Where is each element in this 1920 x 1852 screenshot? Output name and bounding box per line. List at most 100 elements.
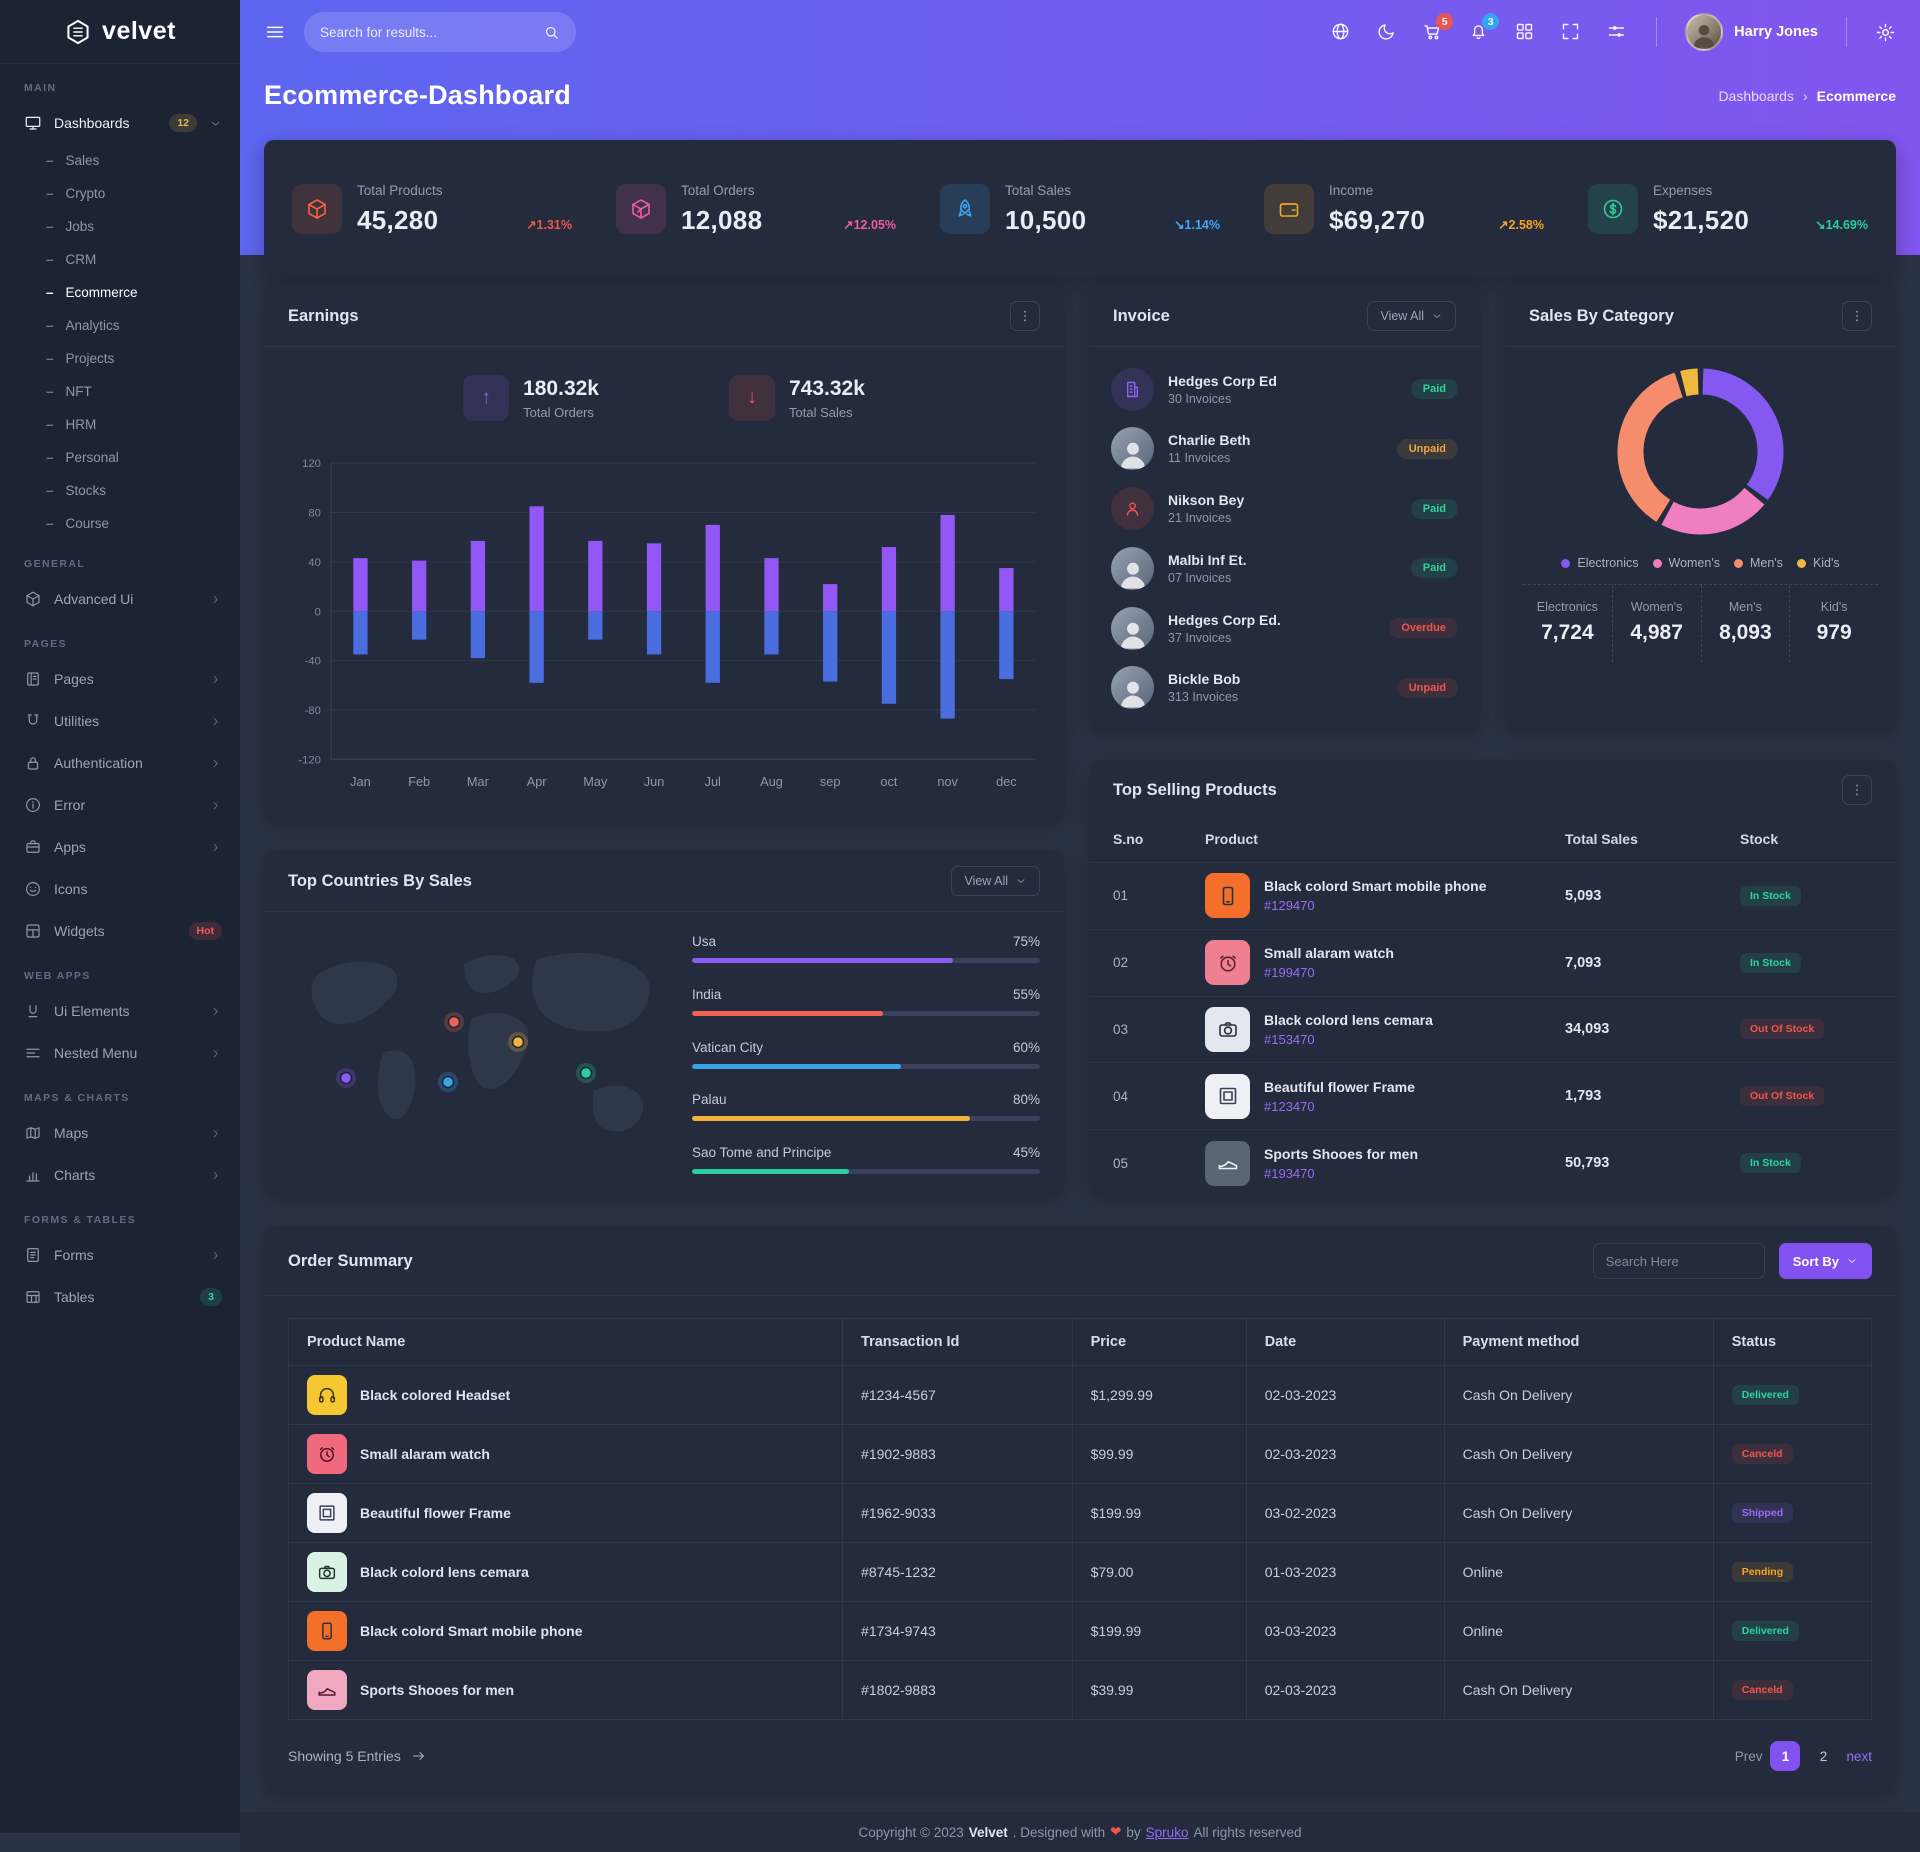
orders-col-product-name[interactable]: Product Name [287,1318,844,1366]
sidebar-item-error[interactable]: Error [0,784,240,826]
top-products-options-button[interactable] [1842,775,1872,805]
map-dot-usa[interactable] [339,1071,353,1085]
bar-sales-oct[interactable] [881,611,897,704]
bar-orders-Mar[interactable] [470,540,486,612]
product-id[interactable]: #193470 [1264,1165,1315,1181]
bar-orders-May[interactable] [588,540,603,612]
bar-orders-Feb[interactable] [412,560,427,612]
bar-sales-Apr[interactable] [529,611,544,683]
sidebar-item-widgets[interactable]: Widgets Hot [0,910,240,952]
sales-by-category-options-button[interactable] [1842,301,1872,331]
country-row-india[interactable]: India 55% [692,987,1040,1016]
bar-orders-oct[interactable] [881,547,897,612]
country-row-vatican-city[interactable]: Vatican City 60% [692,1040,1040,1069]
fullscreen-icon[interactable] [1560,21,1582,43]
product-id[interactable]: #199470 [1264,965,1315,981]
invoice-row[interactable]: Nikson Bey 21 Invoices Paid [1089,487,1480,531]
invoice-view-all-button[interactable]: View All [1367,301,1456,331]
sidebar-item-ui-elements[interactable]: Ui Elements [0,990,240,1032]
bar-sales-Feb[interactable] [412,611,427,640]
order-row[interactable]: Black colored Headset #1234-4567 $1,299.99… [287,1365,1873,1425]
orders-col-price[interactable]: Price [1071,1318,1247,1366]
donut-segment-kids[interactable] [1680,368,1699,397]
sidebar-item-icons[interactable]: Icons [0,868,240,910]
order-search-input[interactable] [1592,1243,1765,1279]
sidebar-subitem-hrm[interactable]: – HRM [46,417,97,432]
invoice-row[interactable]: Charlie Beth 11 Invoices Unpaid [1089,427,1480,471]
product-id[interactable]: #153470 [1264,1031,1315,1047]
sidebar-item-authentication[interactable]: Authentication [0,742,240,784]
sidebar-subitem-crypto[interactable]: – Crypto [46,186,106,201]
map-dot-palau[interactable] [511,1035,525,1049]
product-row[interactable]: 05 Sports Shooes for men #193470 50,793 In S… [1089,1130,1896,1196]
legend-item[interactable]: Men's [1733,556,1783,570]
orders-col-transaction-id[interactable]: Transaction Id [842,1318,1073,1366]
bar-orders-Aug[interactable] [764,558,779,612]
bar-sales-Aug[interactable] [764,611,779,655]
order-row[interactable]: Black colord lens cemara #8745-1232 $79.00… [287,1542,1873,1602]
designer-link[interactable]: Spruko [1145,1824,1189,1840]
bar-sales-Mar[interactable] [470,611,486,659]
bar-orders-Jan[interactable] [353,558,368,612]
product-id[interactable]: #129470 [1264,898,1315,914]
invoice-row[interactable]: Hedges Corp Ed. 37 Invoices Overdue [1089,606,1480,650]
bar-orders-Apr[interactable] [529,506,544,612]
bar-sales-Jan[interactable] [353,611,368,655]
donut-segment-mens[interactable] [1617,372,1684,522]
sidebar-item-dashboards[interactable]: Dashboards 12 [0,102,240,144]
bar-sales-sep[interactable] [823,611,838,682]
invoice-row[interactable]: Bickle Bob 313 Invoices Unpaid [1089,666,1480,710]
pagination-prev[interactable]: Prev [1734,1748,1763,1764]
bar-sales-May[interactable] [588,611,603,640]
sidebar-item-pages[interactable]: Pages [0,658,240,700]
pagination-page-2[interactable]: 2 [1819,1748,1828,1764]
sidebar-item-advanced-ui[interactable]: Advanced Ui [0,578,240,620]
product-row[interactable]: 01 Black colord Smart mobile phone #129470… [1089,863,1896,930]
sidebar-subitem-ecommerce[interactable]: – Ecommerce [46,285,138,300]
dark-mode-icon[interactable] [1376,21,1398,43]
settings-gear-icon[interactable] [1875,22,1896,43]
legend-item[interactable]: Kid's [1796,556,1840,570]
product-id[interactable]: #123470 [1264,1098,1315,1114]
legend-item[interactable]: Electronics [1561,556,1639,570]
pagination-page-1[interactable]: 1 [1770,1741,1801,1771]
bar-orders-sep[interactable] [823,584,838,612]
switcher-sliders-icon[interactable] [1606,21,1628,43]
search-input[interactable] [320,24,533,40]
donut-segment-electronics[interactable] [1701,368,1784,500]
sidebar-item-nested-menu[interactable]: Nested Menu [0,1032,240,1074]
sidebar-item-tables[interactable]: Tables 3 [0,1276,240,1318]
bar-sales-nov[interactable] [940,611,955,719]
order-row[interactable]: Small alaram watch #1902-9883 $99.99 02-03-… [287,1424,1873,1484]
bar-orders-Jun[interactable] [646,543,662,612]
earnings-options-button[interactable] [1010,301,1040,331]
pagination-next[interactable]: next [1846,1748,1872,1764]
product-row[interactable]: 03 Black colord lens cemara #153470 34,093 O… [1089,997,1896,1064]
sidebar-subitem-personal[interactable]: – Personal [46,450,119,465]
bar-orders-nov[interactable] [940,514,955,612]
product-row[interactable]: 04 Beautiful flower Frame #123470 1,793 Out … [1089,1063,1896,1131]
sidebar-item-utilities[interactable]: Utilities [0,700,240,742]
order-row[interactable]: Beautiful flower Frame #1962-9033 $199.99 0… [287,1483,1873,1543]
country-row-palau[interactable]: Palau 80% [692,1092,1040,1122]
apps-grid-icon[interactable] [1514,21,1536,43]
bar-sales-dec[interactable] [999,611,1014,680]
language-globe-icon[interactable] [1330,21,1352,43]
invoice-row[interactable]: Malbi Inf Et. 07 Invoices Paid [1089,546,1480,590]
cart-icon[interactable]: 5 [1422,13,1454,43]
country-row-sao-tome-and-principe[interactable]: Sao Tome and Principe 45% [692,1145,1040,1174]
user-profile[interactable]: Harry Jones [1685,13,1818,51]
search-icon[interactable] [543,24,560,41]
legend-item[interactable]: Women's [1652,556,1720,570]
order-row[interactable]: Black colord Smart mobile phone #1734-974… [287,1601,1873,1661]
sidebar-item-maps[interactable]: Maps [0,1112,240,1154]
notifications-bell-icon[interactable]: 3 [1468,13,1500,43]
bar-sales-Jun[interactable] [646,611,662,655]
sidebar-subitem-jobs[interactable]: – Jobs [46,219,95,234]
sidebar-subitem-course[interactable]: – Course [46,516,110,531]
sort-by-button[interactable]: Sort By [1778,1243,1872,1279]
menu-toggle-icon[interactable] [264,21,286,43]
country-row-usa[interactable]: Usa 75% [692,934,1040,963]
sidebar-subitem-analytics[interactable]: – Analytics [46,318,120,333]
invoice-row[interactable]: Hedges Corp Ed 30 Invoices Paid [1089,367,1480,411]
